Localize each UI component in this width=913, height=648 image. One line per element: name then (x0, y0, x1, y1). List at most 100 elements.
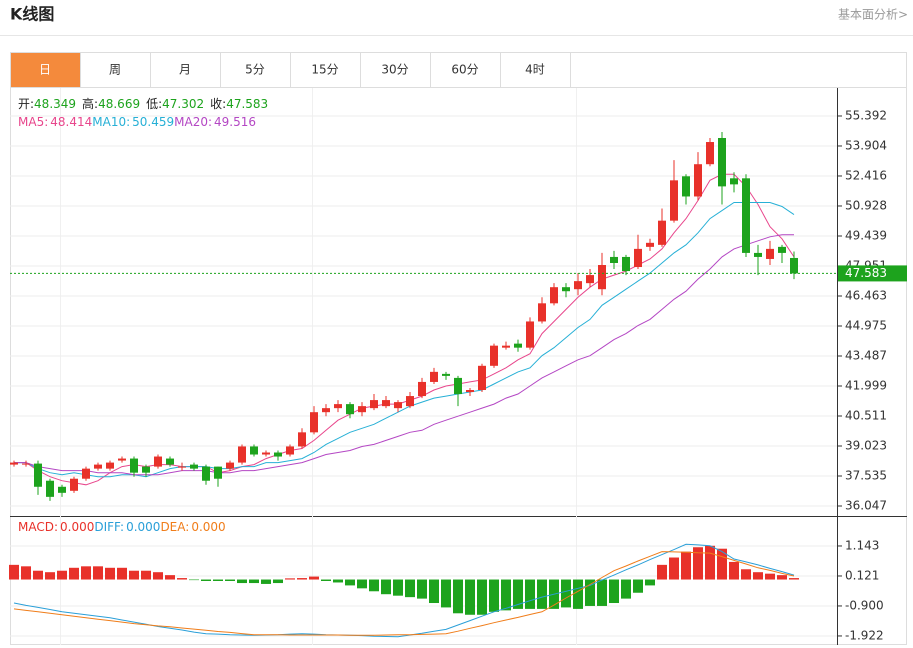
macd-bar (777, 575, 787, 580)
tab[interactable] (150, 52, 221, 88)
macd-bar (561, 579, 571, 608)
macd-bar (477, 579, 487, 615)
y-tick-label: 0.121 (845, 568, 879, 582)
macd-bar (45, 572, 55, 580)
legend-name: MA5: (18, 115, 48, 129)
candle-body (682, 176, 690, 197)
tab[interactable] (500, 52, 571, 88)
legend-name: MA10: (92, 115, 130, 129)
macd-bar (597, 579, 607, 606)
candle-body (490, 345, 498, 366)
macd-bar (609, 579, 619, 604)
macd-bar (21, 566, 31, 580)
candle-body (730, 178, 738, 185)
macd-bar (765, 573, 775, 580)
y-tick-label: 55.392 (845, 108, 887, 122)
info-label: 收: (210, 97, 226, 111)
macd-bar (633, 579, 643, 593)
candle-body (346, 404, 354, 415)
candle-body (742, 178, 750, 253)
legend-name: MA20: (174, 115, 212, 129)
macd-bar (417, 579, 427, 599)
info-value: 48.349 (34, 97, 76, 111)
candle-body (526, 321, 534, 348)
legend-value: 0.000 (191, 520, 225, 534)
macd-bar (69, 567, 79, 580)
macd-bar (645, 579, 655, 586)
candle-body (466, 390, 474, 393)
candle-body (670, 180, 678, 221)
candle-body (442, 373, 450, 376)
candle-body (646, 242, 654, 247)
legend: MACD: 0.000DIFF: 0.000DEA: 0.000 (18, 520, 226, 534)
macd-bar (105, 567, 115, 580)
macd-bar (357, 579, 367, 589)
candle-body (34, 463, 42, 487)
y-tick-label: -0.900 (845, 598, 884, 612)
candle-body (298, 432, 306, 447)
tab-label[interactable]: 4时 (525, 63, 545, 77)
candle-body (370, 400, 378, 409)
tab[interactable] (290, 52, 361, 88)
macd-bar (525, 579, 535, 609)
tab-label[interactable]: 60分 (451, 63, 478, 77)
macd-bar (189, 579, 199, 581)
candle-body (178, 466, 186, 468)
macd-bar (57, 570, 67, 580)
legend-value: 48.414 (50, 115, 92, 129)
info-label: 高: (82, 96, 98, 111)
candle-body (418, 381, 426, 397)
candle-body (286, 446, 294, 455)
candle-body (262, 452, 270, 455)
candle-body (130, 458, 138, 473)
candle-body (574, 281, 582, 290)
tab-label[interactable]: 15分 (311, 63, 338, 77)
y-tick-label: 46.463 (845, 288, 887, 302)
info-value: 47.583 (226, 97, 268, 111)
macd-bar (225, 579, 235, 581)
macd-bar (717, 548, 727, 580)
info-label: 开: (18, 97, 34, 111)
macd-bar (393, 579, 403, 596)
candle-body (202, 466, 210, 481)
y-tick-label: 44.975 (845, 318, 887, 332)
tab-label[interactable]: 日 (39, 63, 51, 77)
macd-bar (273, 579, 283, 584)
candle-body (82, 468, 90, 479)
chart-frame (10, 52, 907, 645)
macd-bar (297, 578, 307, 580)
macd-bar (345, 579, 355, 586)
y-tick-label: 43.487 (845, 348, 887, 362)
candle-body (154, 456, 162, 467)
tab-label[interactable]: 5分 (245, 63, 265, 77)
macd-bar (729, 561, 739, 580)
indicator-line (14, 202, 795, 478)
macd-bar (573, 579, 583, 609)
tab-label[interactable]: 周 (109, 63, 121, 77)
tab[interactable] (10, 52, 81, 88)
tab[interactable] (360, 52, 431, 88)
tab-label[interactable]: 月 (179, 63, 191, 77)
candle-body (718, 137, 726, 187)
candle-body (22, 463, 30, 465)
y-tick-label: 49.439 (845, 228, 887, 242)
tab-label[interactable]: 30分 (381, 63, 408, 77)
candle-body (694, 164, 702, 197)
legend-name: DEA: (160, 520, 189, 534)
tab[interactable] (80, 52, 151, 88)
last-price-box (838, 265, 907, 282)
candle-body (550, 287, 558, 304)
candle-body (538, 303, 546, 322)
y-tick-label: 37.535 (845, 468, 887, 482)
candle-body (562, 287, 570, 292)
analysis-link[interactable]: 基本面分析> (838, 8, 908, 22)
macd-bar (753, 572, 763, 580)
tab[interactable] (220, 52, 291, 88)
candle-body (106, 462, 114, 469)
candle-body (190, 464, 198, 469)
candle-body (226, 462, 234, 469)
candle-body (778, 246, 786, 253)
indicator-line (14, 173, 795, 486)
candle-body (790, 257, 798, 274)
